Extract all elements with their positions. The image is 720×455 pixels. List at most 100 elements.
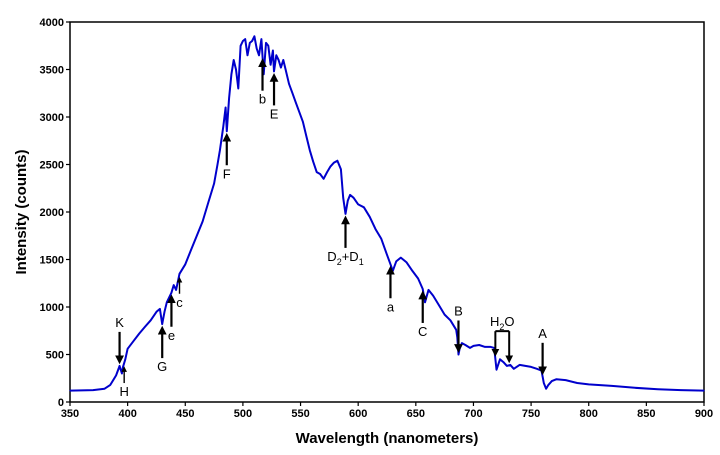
data-point bbox=[438, 304, 440, 306]
data-point bbox=[196, 235, 198, 237]
y-tick-label: 2500 bbox=[40, 160, 64, 172]
data-point bbox=[495, 369, 498, 371]
y-axis-label: Intensity (counts) bbox=[13, 149, 30, 274]
data-point bbox=[547, 384, 549, 386]
data-point bbox=[469, 347, 471, 349]
data-point bbox=[657, 388, 659, 390]
data-point bbox=[340, 168, 342, 170]
data-point bbox=[342, 197, 344, 199]
annotation-label: a bbox=[387, 299, 395, 314]
data-point bbox=[551, 380, 553, 382]
data-point bbox=[422, 288, 424, 290]
data-point bbox=[178, 273, 181, 275]
data-point bbox=[374, 228, 377, 230]
x-tick-label: 850 bbox=[637, 408, 655, 420]
x-tick-label: 600 bbox=[349, 408, 367, 420]
y-tick-label: 2000 bbox=[40, 207, 64, 219]
data-point bbox=[163, 311, 166, 313]
data-point bbox=[395, 260, 397, 262]
data-point bbox=[357, 203, 359, 205]
data-point bbox=[305, 135, 307, 137]
data-point bbox=[461, 342, 463, 344]
data-point bbox=[316, 171, 318, 173]
data-point bbox=[634, 387, 636, 389]
data-point bbox=[222, 125, 224, 128]
x-tick-label: 700 bbox=[464, 408, 482, 420]
data-point bbox=[219, 149, 221, 151]
data-point bbox=[444, 314, 446, 316]
data-point bbox=[256, 48, 258, 50]
data-point bbox=[302, 121, 304, 123]
data-point bbox=[269, 64, 272, 66]
spectrum-line bbox=[69, 35, 705, 392]
y-tick-label: 3000 bbox=[40, 112, 64, 124]
data-point bbox=[524, 365, 526, 367]
data-point bbox=[509, 364, 511, 366]
data-point bbox=[92, 389, 94, 391]
data-point bbox=[380, 238, 382, 240]
data-point bbox=[392, 270, 394, 272]
y-tick-label: 1500 bbox=[40, 255, 64, 267]
data-point bbox=[449, 319, 451, 321]
data-point bbox=[490, 346, 492, 348]
data-point bbox=[472, 345, 475, 347]
data-point bbox=[518, 364, 521, 366]
data-point bbox=[280, 67, 282, 69]
data-point bbox=[235, 68, 237, 71]
y-tick-label: 3500 bbox=[40, 65, 64, 77]
data-point bbox=[506, 365, 508, 367]
data-point bbox=[233, 59, 235, 61]
data-point bbox=[347, 200, 349, 202]
data-point bbox=[258, 54, 260, 56]
annotation-label: c bbox=[176, 295, 183, 310]
data-point bbox=[536, 368, 538, 370]
data-point bbox=[680, 389, 682, 391]
x-tick-label: 750 bbox=[522, 408, 540, 420]
data-point bbox=[201, 220, 204, 223]
data-point bbox=[124, 358, 126, 360]
data-point bbox=[166, 301, 168, 303]
data-point bbox=[132, 340, 134, 342]
data-point bbox=[349, 194, 351, 196]
data-point bbox=[267, 45, 269, 47]
data-point bbox=[260, 38, 262, 40]
data-point bbox=[352, 197, 355, 199]
data-point bbox=[588, 383, 590, 386]
data-point bbox=[336, 160, 339, 162]
data-point bbox=[298, 111, 300, 113]
data-point bbox=[333, 162, 335, 164]
annotation-label: A bbox=[538, 326, 547, 341]
plot-area: 350 400 450 500 550 600 650 700 750 800 850 900 0 500… bbox=[40, 17, 714, 420]
data-point bbox=[216, 163, 219, 166]
data-point bbox=[207, 201, 209, 204]
data-point bbox=[502, 361, 505, 363]
data-point bbox=[424, 301, 426, 303]
data-point bbox=[576, 382, 578, 384]
annotation-label: H bbox=[119, 384, 128, 399]
data-point bbox=[249, 42, 251, 44]
data-point bbox=[115, 374, 117, 376]
x-tick-label: 350 bbox=[61, 408, 79, 420]
annotation-label: D2+D1 bbox=[327, 249, 363, 267]
data-point bbox=[213, 182, 215, 185]
data-point bbox=[411, 270, 413, 272]
data-point bbox=[265, 42, 267, 44]
annotation-label: b bbox=[259, 92, 266, 107]
data-point bbox=[288, 83, 290, 85]
data-point bbox=[190, 249, 192, 251]
x-tick-label: 500 bbox=[234, 408, 252, 420]
data-point bbox=[295, 102, 297, 104]
data-point bbox=[118, 365, 121, 367]
data-point bbox=[240, 45, 242, 47]
data-point bbox=[457, 353, 460, 356]
data-point bbox=[230, 73, 232, 75]
data-point bbox=[282, 59, 284, 61]
y-tick-label: 0 bbox=[58, 397, 64, 409]
data-point bbox=[228, 97, 230, 99]
data-point bbox=[155, 311, 158, 313]
data-point bbox=[389, 263, 392, 265]
data-point bbox=[291, 92, 294, 94]
x-tick-label: 400 bbox=[118, 408, 136, 420]
data-point bbox=[312, 161, 314, 163]
data-point bbox=[513, 368, 515, 370]
